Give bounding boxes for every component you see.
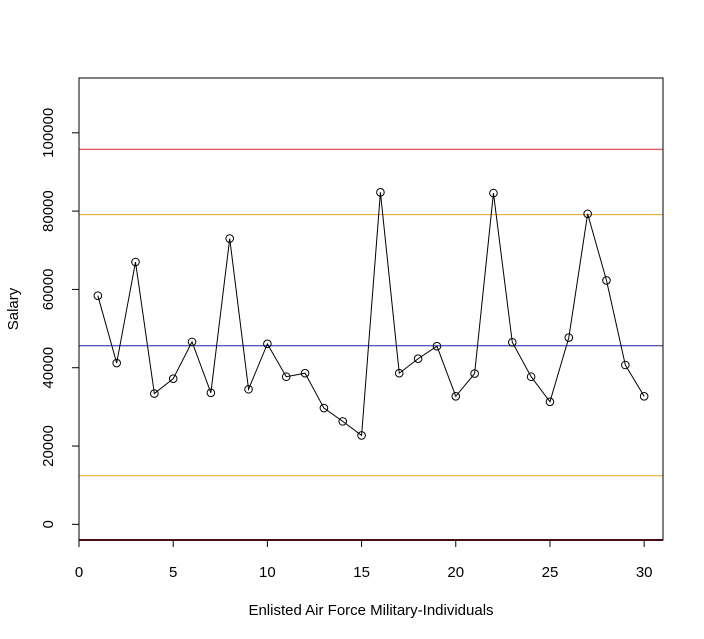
x-tick-label: 10 — [259, 564, 276, 581]
data-point — [545, 397, 555, 407]
x-tick-label: 30 — [636, 564, 653, 581]
data-point — [187, 337, 197, 347]
x-tick-label: 15 — [353, 564, 370, 581]
series-layer — [93, 188, 649, 440]
data-point — [131, 257, 140, 267]
y-tick-label: 100000 — [40, 108, 57, 158]
y-tick-label: 60000 — [40, 269, 57, 311]
data-point — [413, 354, 423, 364]
data-point — [300, 368, 310, 378]
y-tick-label: 20000 — [40, 425, 57, 467]
data-point — [583, 209, 592, 219]
data-point — [357, 431, 366, 440]
data-point — [489, 188, 498, 198]
x-tick-label: 5 — [169, 564, 177, 581]
data-point — [470, 369, 479, 378]
data-point — [507, 337, 517, 347]
data-point — [394, 368, 404, 378]
y-tick-label: 0 — [40, 520, 57, 528]
data-point — [338, 417, 348, 426]
data-point — [168, 374, 178, 383]
data-point — [244, 384, 253, 394]
data-point — [206, 388, 216, 398]
data-point — [432, 341, 442, 351]
series-line — [97, 192, 645, 437]
data-point — [526, 372, 536, 382]
x-axis-title: Enlisted Air Force Military-Individuals — [248, 602, 493, 619]
x-tick-label: 20 — [447, 564, 464, 581]
data-point — [319, 403, 329, 413]
data-point — [263, 339, 272, 349]
data-point — [225, 234, 235, 243]
data-point — [112, 358, 121, 368]
y-tick-label: 40000 — [40, 347, 57, 389]
data-point — [281, 372, 291, 382]
data-point — [376, 188, 385, 197]
y-axis: 0 20000 40000 60000 80000 100000 — [40, 108, 80, 529]
data-point — [451, 392, 461, 401]
data-point — [621, 360, 630, 370]
x-tick-label: 0 — [75, 564, 83, 581]
x-axis: 0 5 10 15 20 25 30 — [75, 539, 653, 581]
reference-lines — [79, 148, 663, 541]
x-tick-label: 25 — [542, 564, 559, 581]
y-axis-title: Salary — [5, 287, 22, 330]
y-tick-label: 80000 — [40, 190, 57, 232]
data-point — [639, 392, 649, 401]
data-point — [93, 291, 103, 300]
data-point — [602, 276, 611, 285]
data-point — [564, 333, 574, 342]
data-point — [150, 389, 159, 398]
